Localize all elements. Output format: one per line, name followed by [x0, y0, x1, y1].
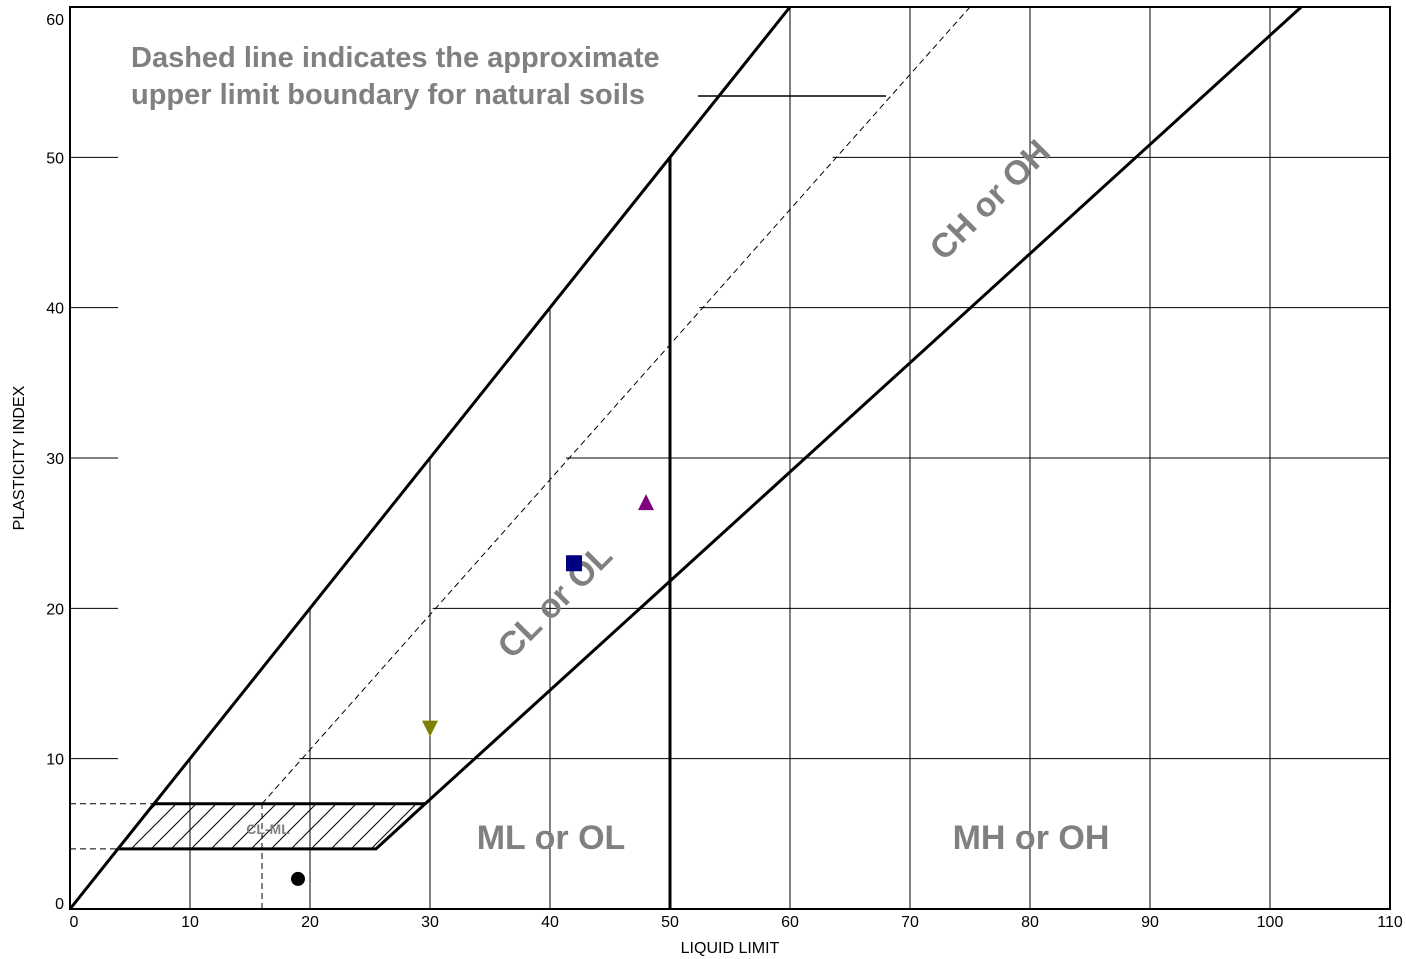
data-point-circle [291, 871, 305, 886]
note-line-1: Dashed line indicates the approximate [131, 42, 660, 74]
x-tick-label: 30 [421, 914, 439, 931]
x-tick-label: 0 [70, 914, 79, 931]
x-tick-label: 90 [1141, 914, 1159, 931]
y-tick-label: 30 [46, 451, 64, 468]
plot-frame [69, 6, 1391, 910]
x-tick-label: 70 [901, 914, 919, 931]
grid-lines [70, 7, 1390, 909]
y-axis-label: PLASTICITY INDEX [11, 385, 28, 530]
x-tick-label: 110 [1377, 914, 1403, 931]
a-line [424, 7, 1303, 805]
natural-soil-upper-dashed-line [261, 7, 971, 805]
y-tick-label: 50 [46, 150, 64, 167]
zone-mh-oh-label: MH or OH [953, 819, 1110, 857]
y-tick-label: 10 [46, 752, 64, 769]
zone-cl-ol-label: CL or OL [491, 537, 620, 666]
y-tick-label: 0 [55, 896, 64, 913]
x-tick-label: 10 [181, 914, 199, 931]
data-point-triangle-up [638, 494, 654, 511]
boundary-lines [70, 7, 1303, 909]
x-tick-label: 20 [301, 914, 319, 931]
x-axis-ticks: 0 10 20 30 40 50 60 70 80 90 100 110 [70, 914, 1403, 931]
cl-ml-hatched-zone [70, 802, 430, 909]
u-line [152, 7, 792, 805]
x-tick-label: 80 [1021, 914, 1039, 931]
x-tick-label: 60 [781, 914, 799, 931]
data-points [291, 494, 654, 886]
note-line-2: upper limit boundary for natural soils [131, 79, 645, 111]
y-tick-label: 60 [46, 12, 64, 29]
x-axis-label: LIQUID LIMIT [681, 940, 780, 957]
x-tick-label: 100 [1257, 914, 1284, 931]
data-point-square [566, 555, 582, 572]
y-axis-ticks: 0 10 20 30 40 50 60 [46, 12, 64, 913]
y-tick-label: 40 [46, 301, 64, 318]
x-tick-label: 50 [661, 914, 679, 931]
y-tick-label: 20 [46, 601, 64, 618]
zone-ml-ol-label: ML or OL [477, 819, 626, 857]
u-line-lower [70, 847, 120, 909]
x-tick-label: 40 [541, 914, 559, 931]
data-point-triangle-down [422, 720, 438, 737]
zone-cl-ml-label: CL-ML [246, 821, 290, 837]
